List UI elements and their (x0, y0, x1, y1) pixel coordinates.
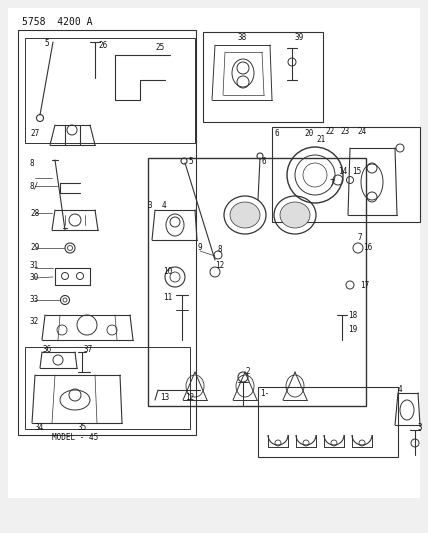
Bar (25, 38, 195, 143)
Bar (272, 127, 420, 222)
Text: 19: 19 (348, 326, 357, 335)
Text: 8: 8 (218, 246, 223, 254)
Ellipse shape (280, 202, 310, 228)
Text: 21: 21 (316, 135, 325, 144)
Text: 24: 24 (357, 126, 366, 135)
Bar (25, 347, 190, 429)
Text: 3: 3 (418, 423, 422, 432)
Text: 12: 12 (215, 262, 224, 271)
Text: 27: 27 (30, 128, 39, 138)
Bar (18, 30, 196, 435)
Text: 3: 3 (148, 200, 153, 209)
Text: 14: 14 (338, 167, 347, 176)
Text: 11: 11 (163, 294, 172, 303)
Text: 20: 20 (304, 128, 313, 138)
Text: 8/: 8/ (30, 182, 39, 190)
Text: 13: 13 (160, 392, 169, 401)
Text: 39: 39 (295, 34, 304, 43)
Text: 1-: 1- (260, 389, 269, 398)
Text: 33: 33 (30, 295, 39, 304)
Text: MODEL - 45: MODEL - 45 (52, 433, 98, 442)
Text: 23: 23 (340, 126, 349, 135)
Ellipse shape (230, 202, 260, 228)
Text: 22: 22 (325, 126, 334, 135)
Text: 4: 4 (162, 200, 166, 209)
Text: 5: 5 (188, 157, 193, 166)
Text: 36: 36 (43, 344, 52, 353)
Text: 6: 6 (262, 157, 267, 166)
Text: 4: 4 (398, 384, 403, 393)
Text: 35: 35 (78, 423, 87, 432)
Text: 2: 2 (245, 367, 250, 376)
Text: 7: 7 (358, 232, 363, 241)
Text: 16: 16 (363, 244, 372, 253)
Text: 9: 9 (198, 244, 202, 253)
Text: 6: 6 (275, 128, 279, 138)
Text: 30: 30 (30, 273, 39, 282)
Text: 8: 8 (30, 158, 35, 167)
Text: 25: 25 (155, 44, 164, 52)
Text: 15: 15 (352, 167, 361, 176)
Text: 26: 26 (98, 41, 107, 50)
Text: 37: 37 (84, 344, 93, 353)
Text: 7: 7 (330, 179, 335, 188)
Text: 5758  4200 A: 5758 4200 A (22, 17, 92, 27)
Bar (203, 32, 323, 122)
Text: 38: 38 (238, 34, 247, 43)
Text: 34: 34 (35, 423, 44, 432)
Text: 17: 17 (360, 280, 369, 289)
Bar (148, 158, 366, 406)
Text: 31: 31 (30, 261, 39, 270)
Text: 10: 10 (163, 268, 172, 277)
Text: 32: 32 (30, 318, 39, 327)
Text: 5: 5 (44, 39, 49, 49)
Text: 18: 18 (348, 311, 357, 319)
Text: 12: 12 (185, 392, 194, 401)
Bar (258, 387, 398, 457)
Text: 29: 29 (30, 244, 39, 253)
Text: 28: 28 (30, 208, 39, 217)
